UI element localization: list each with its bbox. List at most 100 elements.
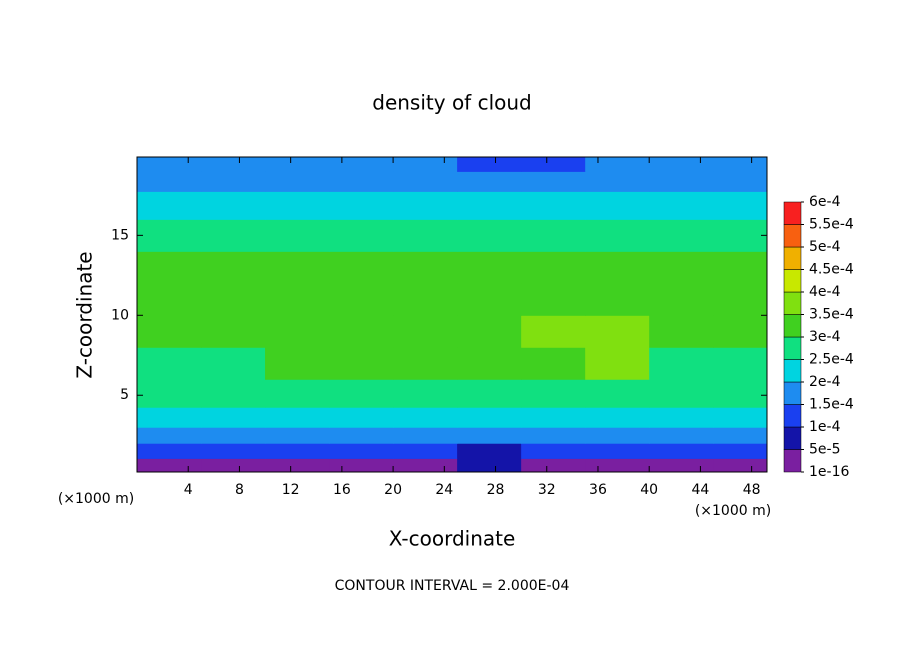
field-cell (329, 407, 394, 428)
field-cell (713, 157, 768, 172)
field-cell (457, 283, 522, 316)
field-cell (649, 407, 714, 428)
field-cell (265, 427, 330, 444)
field-cell (521, 171, 586, 192)
field-cell (265, 407, 330, 428)
field-cell (201, 315, 266, 348)
field-cell (265, 157, 330, 172)
field-cell (521, 379, 586, 408)
field-cell (137, 157, 202, 172)
field-cell (393, 219, 458, 252)
colorbar-label: 3.5e-4 (809, 307, 854, 323)
colorbar-box (783, 224, 802, 248)
field-cell (393, 315, 458, 348)
field-cell (137, 219, 202, 252)
field-cell (649, 443, 714, 459)
field-cell (137, 427, 202, 444)
colorbar-box (783, 269, 802, 293)
field-cell (713, 458, 768, 473)
field-cell (585, 191, 650, 220)
field-cell (521, 427, 586, 444)
colorbar-label: 5e-4 (809, 239, 841, 255)
field-cell (649, 315, 714, 348)
field-cell (713, 427, 768, 444)
field-cell (329, 347, 394, 380)
field-cell (201, 157, 266, 172)
field-cell (393, 191, 458, 220)
field-cell (649, 157, 714, 172)
colorbar-label: 2.5e-4 (809, 352, 854, 368)
colorbar-label: 1e-4 (809, 419, 841, 435)
field-cell (521, 219, 586, 252)
field-cell (329, 157, 394, 172)
field-cell (329, 171, 394, 192)
field-cell (713, 171, 768, 192)
field-cell (393, 407, 458, 428)
y-axis-label: Z-coordinate (73, 251, 97, 378)
annotation: CONTOUR INTERVAL = 2.000E-04 (335, 578, 570, 594)
field-cell (521, 157, 586, 172)
x-unit-left: (×1000 m) (58, 491, 134, 507)
x-tick-label: 28 (487, 482, 505, 498)
field-cell (649, 458, 714, 473)
field-cell (521, 443, 586, 459)
field-cell (713, 443, 768, 459)
x-tick-label: 16 (333, 482, 351, 498)
field-cell (457, 379, 522, 408)
field-cell (585, 427, 650, 444)
field-cell (585, 443, 650, 459)
field-cell (713, 315, 768, 348)
field-cell (457, 458, 522, 473)
field-cell (393, 171, 458, 192)
y-tick-label: 10 (111, 307, 129, 323)
field-cell (457, 315, 522, 348)
x-tick-label: 44 (692, 482, 710, 498)
x-tick-label: 36 (589, 482, 607, 498)
field-cell (457, 427, 522, 444)
field-cell (393, 443, 458, 459)
field-cell (265, 379, 330, 408)
field-cell (201, 379, 266, 408)
field-cell (649, 427, 714, 444)
x-tick-label: 4 (184, 482, 193, 498)
colorbar-label: 3e-4 (809, 329, 841, 345)
colorbar-box (783, 291, 802, 315)
field-cell (393, 458, 458, 473)
field-cell (521, 347, 586, 380)
field-cell (265, 251, 330, 284)
colorbar-box (783, 381, 802, 405)
field-cell (137, 315, 202, 348)
colorbar-box (783, 336, 802, 360)
field-cell (137, 458, 202, 473)
colorbar-label: 4e-4 (809, 284, 841, 300)
field-cell (329, 315, 394, 348)
field-cell (585, 458, 650, 473)
x-axis-label: X-coordinate (389, 527, 516, 551)
field-cell (329, 219, 394, 252)
x-tick-label: 12 (282, 482, 300, 498)
field-cell (137, 407, 202, 428)
field-cell (329, 443, 394, 459)
field-cell (201, 283, 266, 316)
colorbar-box (783, 449, 802, 473)
field-cell (585, 157, 650, 172)
field-cell (457, 171, 522, 192)
field-cell (201, 443, 266, 459)
field-cell (585, 347, 650, 380)
field-cell (393, 347, 458, 380)
field-cell (393, 157, 458, 172)
field-cell (393, 251, 458, 284)
field-cell (201, 458, 266, 473)
field-cell (457, 347, 522, 380)
chart-title: density of cloud (372, 91, 531, 115)
field-cell (201, 427, 266, 444)
field-cell (137, 443, 202, 459)
field-cell (457, 191, 522, 220)
field-cell (201, 171, 266, 192)
field-cell (713, 379, 768, 408)
field-cell (649, 283, 714, 316)
field-cell (585, 315, 650, 348)
colorbar-box (783, 404, 802, 428)
field-cell (585, 171, 650, 192)
field-cell (329, 379, 394, 408)
